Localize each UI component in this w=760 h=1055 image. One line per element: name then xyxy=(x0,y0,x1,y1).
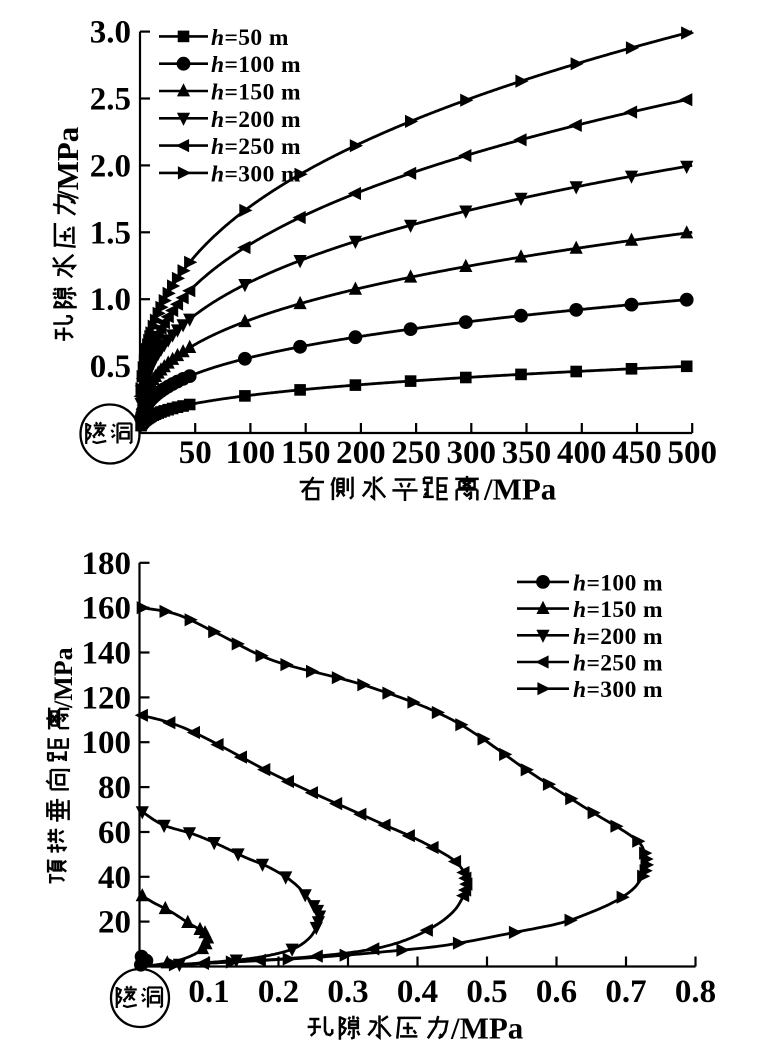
svg-text:h=300 m: h=300 m xyxy=(211,161,301,187)
svg-text:/MPa: /MPa xyxy=(450,1011,524,1046)
svg-text:0.6: 0.6 xyxy=(536,974,577,1010)
svg-text:h=150 m: h=150 m xyxy=(573,597,663,623)
svg-text:250: 250 xyxy=(391,435,441,471)
svg-text:h=250 m: h=250 m xyxy=(573,651,663,677)
svg-text:h=100 m: h=100 m xyxy=(211,52,301,78)
svg-text:40: 40 xyxy=(98,860,131,896)
svg-text:h=100 m: h=100 m xyxy=(573,570,663,596)
svg-text:h=150 m: h=150 m xyxy=(211,80,301,106)
svg-text:0.5: 0.5 xyxy=(90,349,131,385)
svg-text:0.7: 0.7 xyxy=(605,974,646,1010)
svg-text:0.1: 0.1 xyxy=(188,974,229,1010)
svg-text:120: 120 xyxy=(82,680,132,716)
svg-text:/MPa: /MPa xyxy=(49,647,78,709)
svg-text:150: 150 xyxy=(281,435,331,471)
svg-text:80: 80 xyxy=(98,770,131,806)
svg-text:0.5: 0.5 xyxy=(466,974,507,1010)
svg-text:2.5: 2.5 xyxy=(90,82,131,118)
svg-text:140: 140 xyxy=(82,636,132,672)
svg-text:100: 100 xyxy=(82,725,132,761)
svg-text:0.8: 0.8 xyxy=(675,974,716,1010)
svg-text:1.0: 1.0 xyxy=(90,282,131,318)
svg-text:60: 60 xyxy=(98,815,131,851)
svg-text:0.4: 0.4 xyxy=(397,974,438,1010)
svg-text:/MPa: /MPa xyxy=(50,126,85,200)
svg-text:400: 400 xyxy=(557,435,607,471)
svg-text:350: 350 xyxy=(502,435,552,471)
svg-text:h=50 m: h=50 m xyxy=(211,25,289,51)
svg-text:500: 500 xyxy=(667,435,717,471)
svg-text:0.2: 0.2 xyxy=(258,974,299,1010)
svg-text:180: 180 xyxy=(82,546,132,582)
svg-text:450: 450 xyxy=(612,435,662,471)
svg-text:/MPa: /MPa xyxy=(483,472,557,507)
svg-text:20: 20 xyxy=(98,905,131,941)
svg-text:h=200 m: h=200 m xyxy=(211,107,301,133)
svg-text:2.0: 2.0 xyxy=(90,148,131,184)
svg-text:h=250 m: h=250 m xyxy=(211,134,301,160)
svg-text:50: 50 xyxy=(179,435,212,471)
svg-text:3.0: 3.0 xyxy=(90,15,131,51)
svg-text:200: 200 xyxy=(336,435,386,471)
svg-text:300: 300 xyxy=(447,435,497,471)
svg-text:100: 100 xyxy=(226,435,276,471)
svg-text:0.3: 0.3 xyxy=(327,974,368,1010)
svg-text:h=200 m: h=200 m xyxy=(573,624,663,650)
svg-text:h=300 m: h=300 m xyxy=(573,677,663,703)
svg-text:1.5: 1.5 xyxy=(90,215,131,251)
svg-text:160: 160 xyxy=(82,591,132,627)
